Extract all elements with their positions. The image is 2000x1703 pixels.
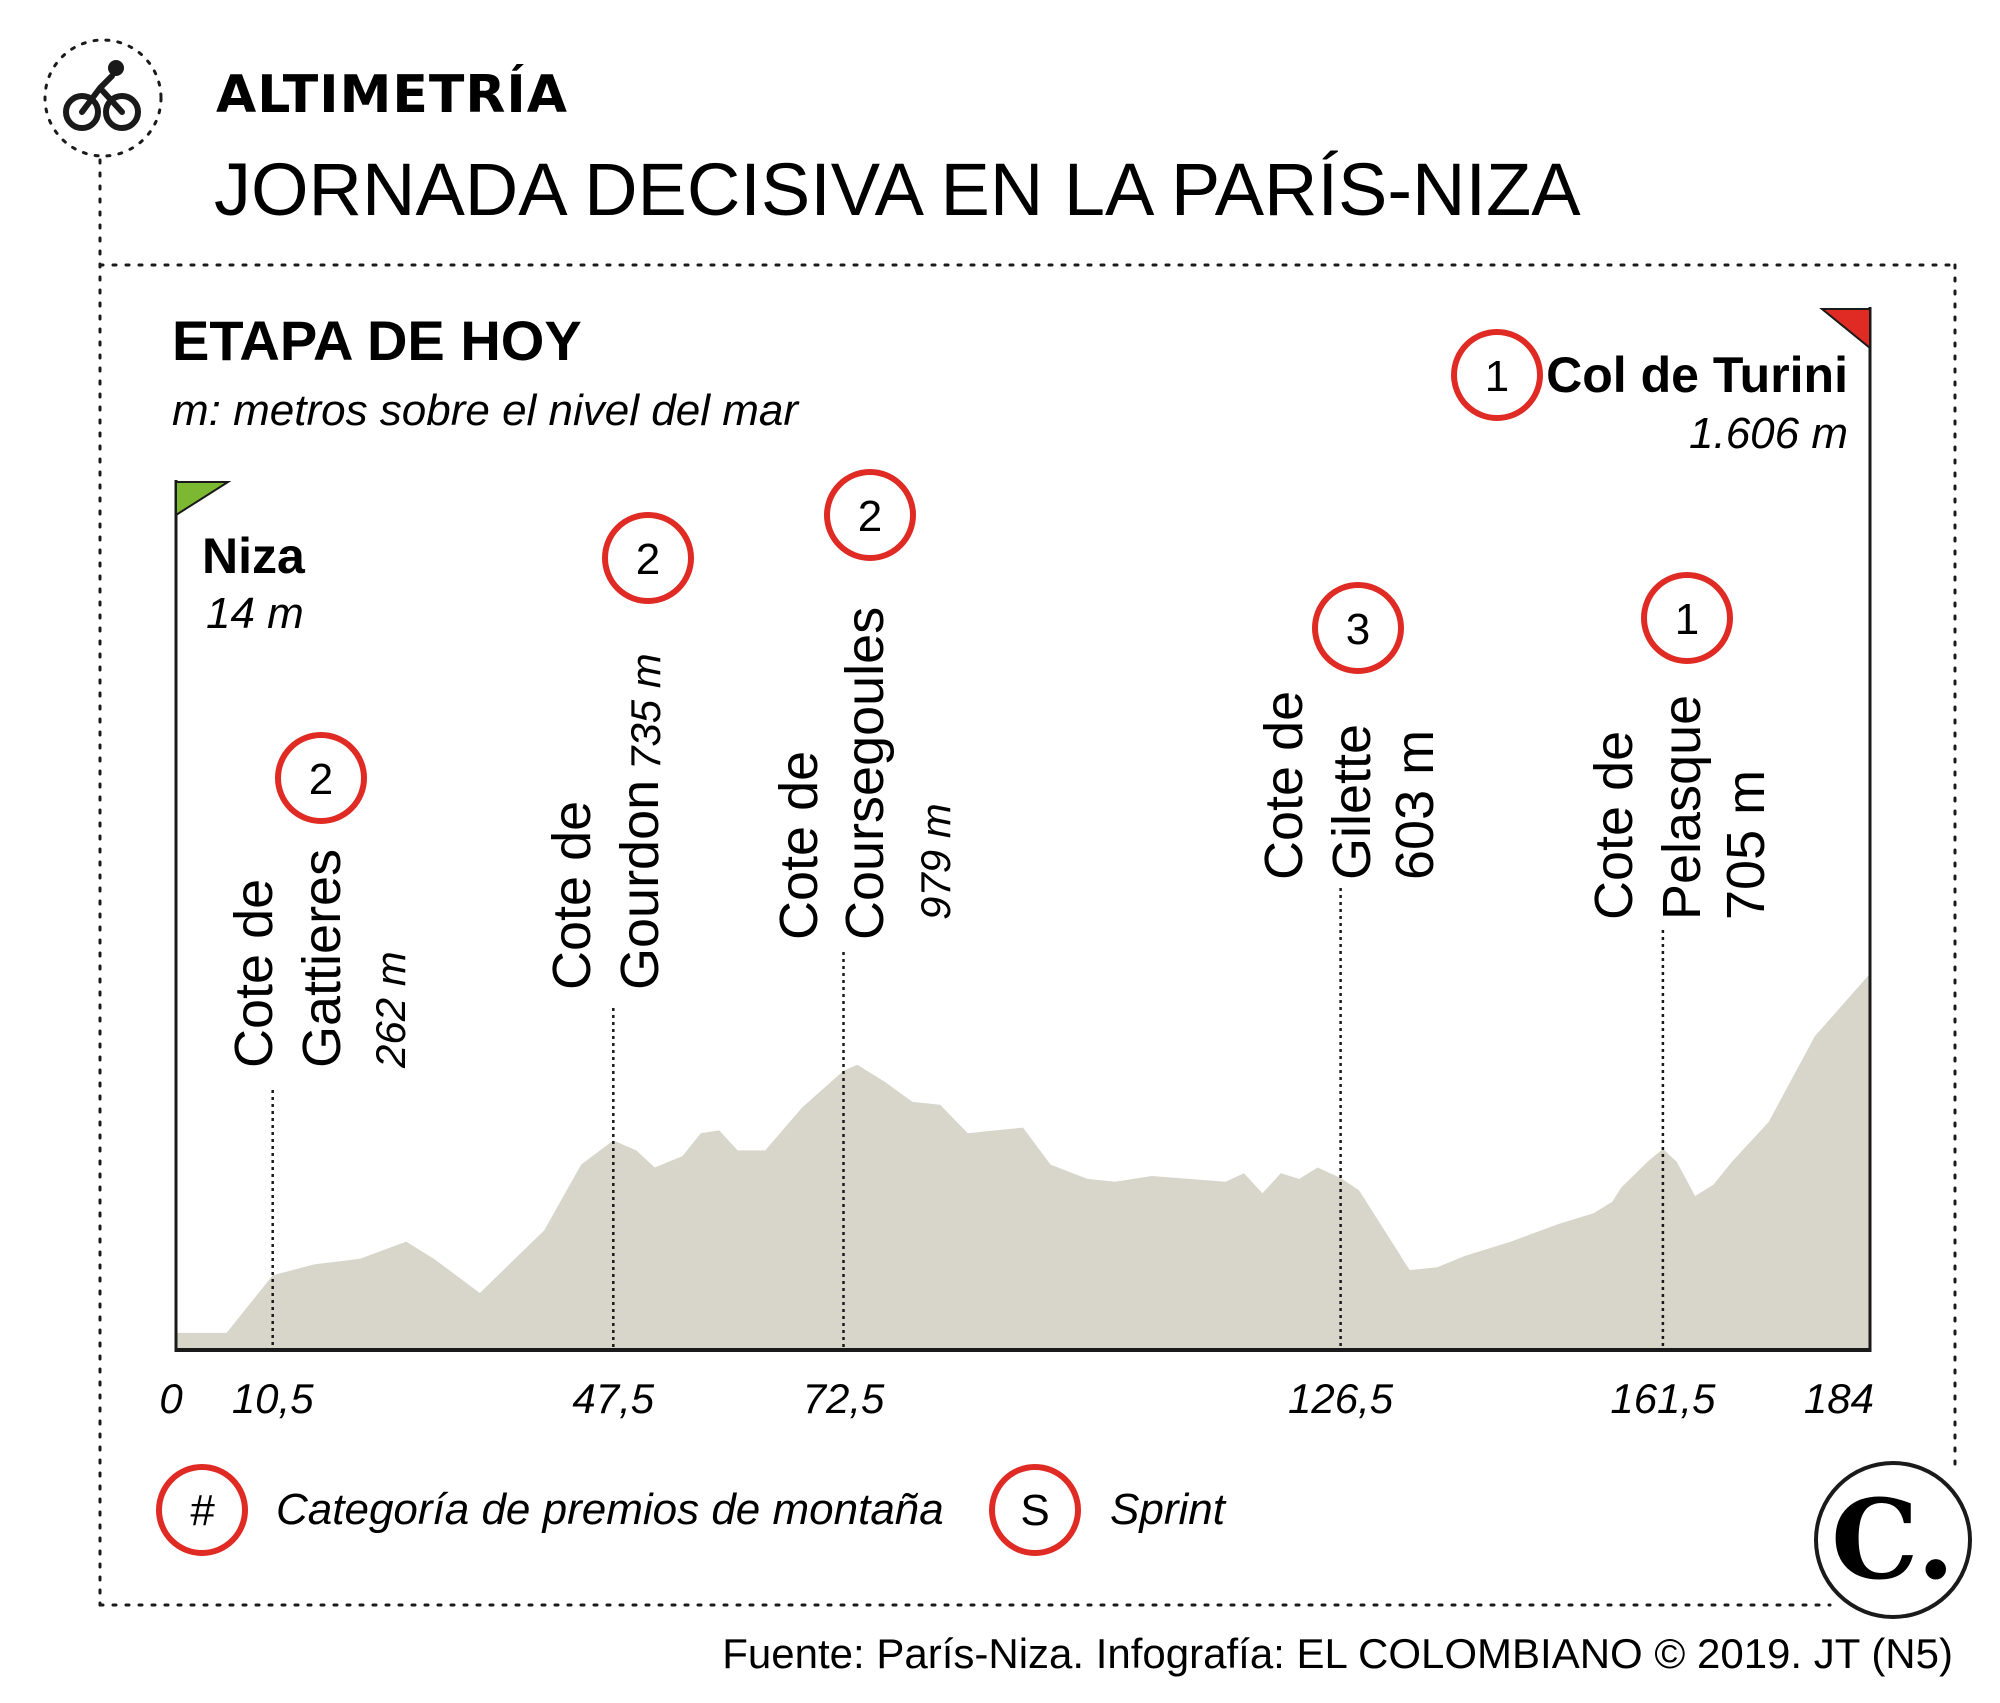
x-tick-label: 184 — [1804, 1375, 1874, 1422]
climb-badge-gattieres: 2 — [275, 732, 367, 824]
climb-elevation: 262 m — [367, 951, 414, 1069]
climb-badge-coursegoules: 2 — [824, 469, 916, 561]
panel-note: m: metros sobre el nivel del mar — [172, 386, 800, 435]
climb-line1: Cote de — [542, 801, 602, 990]
climb-line2: Gourdon — [610, 780, 670, 990]
climb-elevation: 603 m — [1385, 730, 1445, 880]
climb-line2: Gattieres — [292, 849, 352, 1068]
climb-label-gourdon: Cote de Gourdon 735 m — [542, 653, 670, 990]
climb-badge-gilette: 3 — [1312, 582, 1404, 674]
x-tick-label: 10,5 — [232, 1375, 314, 1422]
climb-line2: Gilette — [1322, 724, 1382, 880]
climb-badge-gourdon: 2 — [602, 512, 694, 604]
finish-category-number: 1 — [1485, 352, 1509, 401]
legend: # Categoría de premios de montaña S Spri… — [156, 1464, 1227, 1556]
el-colombiano-logo: C. — [1814, 1461, 1972, 1619]
climb-label-coursegoules: Cote de Coursegoules 979 m — [769, 607, 959, 940]
finish-name: Col de Turini — [1546, 347, 1848, 403]
climb-category-number: 2 — [636, 535, 660, 584]
x-tick-label: 161,5 — [1610, 1375, 1716, 1422]
legend-sprint-symbol: S — [1020, 1486, 1049, 1535]
climb-category-number: 1 — [1675, 595, 1699, 644]
climb-elevation: 705 m — [1716, 770, 1776, 920]
finish-elevation: 1.606 m — [1689, 409, 1848, 458]
climb-category-number: 2 — [309, 755, 333, 804]
climb-label-gilette: Cote de Gilette 603 m — [1254, 691, 1445, 880]
profile-layer: 0 10,5 47,5 72,5 126,5 161,5 184 — [159, 888, 1874, 1422]
panel-heading: ETAPA DE HOY — [172, 309, 582, 372]
climb-line2: Coursegoules — [835, 607, 895, 940]
climb-line1: Cote de — [1584, 731, 1644, 920]
start-flag-icon — [174, 480, 232, 1352]
source-credit: Fuente: París-Niza. Infografía: EL COLOM… — [722, 1630, 1953, 1677]
climb-elevation: 735 m — [622, 653, 669, 770]
logo-mark: C. — [1831, 1475, 1955, 1604]
header-title: JORNADA DECISIVA EN LA PARÍS-NIZA — [214, 148, 1581, 231]
climb-line1: Cote de — [1254, 691, 1314, 880]
start-elevation: 14 m — [206, 589, 304, 638]
climb-category-number: 3 — [1346, 605, 1370, 654]
climb-category-number: 2 — [858, 492, 882, 541]
legend-sprint-label: Sprint — [1110, 1485, 1227, 1534]
climb-elevation: 979 m — [912, 803, 959, 920]
legend-category-symbol: # — [190, 1486, 215, 1535]
legend-category-badge: # — [156, 1464, 248, 1556]
header-kicker: ALTIMETRÍA — [216, 64, 568, 125]
x-tick-label: 72,5 — [803, 1375, 885, 1422]
climb-line1: Cote de — [224, 879, 284, 1068]
start-name: Niza — [202, 528, 306, 584]
finish-category-badge: 1 — [1451, 329, 1543, 421]
climb-label-pelasque: Cote de Pelasque 705 m — [1584, 695, 1776, 920]
finish-flag-icon — [1819, 307, 1872, 1352]
climb-line2: Pelasque — [1652, 695, 1712, 920]
x-tick-label: 126,5 — [1288, 1375, 1394, 1422]
elevation-profile-area — [176, 973, 1870, 1350]
x-tick-label: 0 — [159, 1375, 183, 1422]
x-tick-label: 47,5 — [572, 1375, 654, 1422]
cyclist-icon — [43, 38, 163, 158]
legend-sprint-badge: S — [989, 1464, 1081, 1556]
climb-line1: Cote de — [769, 751, 829, 940]
climb-label-gattieres: Cote de Gattieres 262 m — [224, 849, 414, 1069]
climb-badge-pelasque: 1 — [1641, 572, 1733, 664]
legend-category-label: Categoría de premios de montaña — [276, 1485, 944, 1534]
